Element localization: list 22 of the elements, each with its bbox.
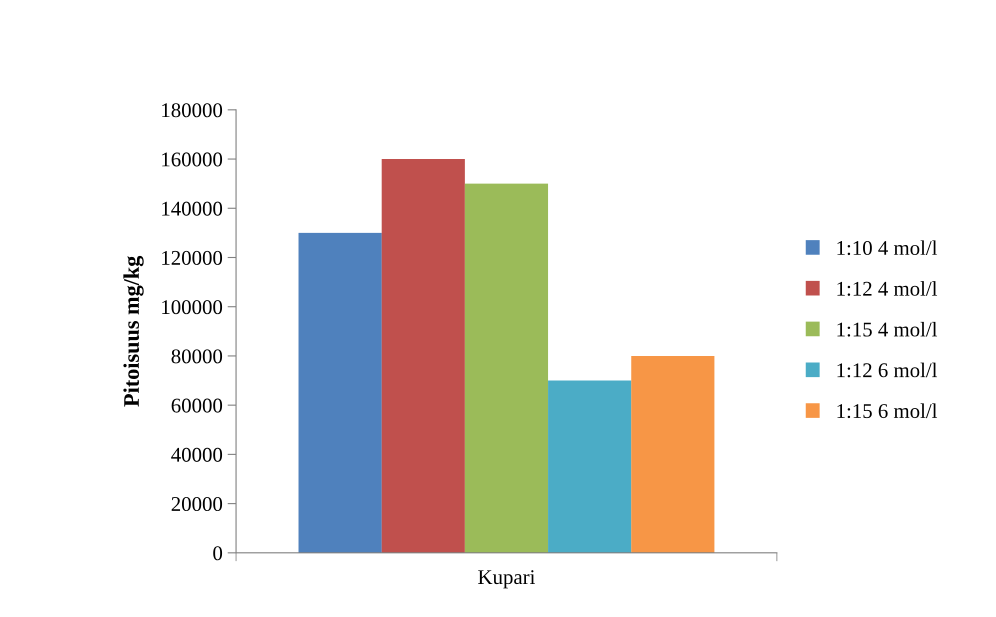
bar [298,232,382,553]
y-tick-label: 100000 [162,300,222,314]
y-tick-label: 60000 [172,398,222,413]
bar [631,356,714,553]
y-tick-label: 40000 [171,448,222,462]
y-tick-label: 180000 [162,103,222,118]
legend-label: 1:12 4 mol/l [837,281,938,296]
legend-label: 1:12 6 mol/l [837,362,938,378]
bar [464,184,548,553]
y-tick-label: 140000 [162,202,222,216]
legend-label: 1:15 6 mol/l [837,403,938,418]
y-tick-label: 0 [213,546,222,560]
y-tick-label: 160000 [162,152,222,166]
legend-label: 1:15 4 mol/l [837,322,938,337]
y-axis-title: Pitoisuus mg/kg [123,256,144,407]
bar [548,380,632,553]
y-tick-label: 120000 [162,250,222,265]
y-tick-label: 20000 [172,496,222,512]
bar [382,159,465,553]
legend-label: 1:10 4 mol/l [837,240,938,256]
y-tick-label: 80000 [172,349,222,364]
x-tick-label: Kupari [478,570,535,588]
